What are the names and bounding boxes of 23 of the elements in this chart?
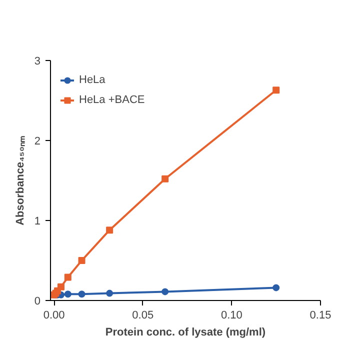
y-tick-label: 3 <box>34 56 41 68</box>
point <box>162 175 169 182</box>
legend-label: HeLa +BACE <box>79 94 145 106</box>
point <box>162 288 169 296</box>
point <box>57 283 64 290</box>
y-tick-label: 1 <box>34 216 41 228</box>
point <box>272 284 280 292</box>
y-axis-title: Absorbance₄₅₀ₙₘ <box>14 136 26 226</box>
x-axis-title: Protein conc. of lysate (mg/ml) <box>105 326 266 338</box>
point <box>106 226 114 234</box>
y-tick-label: 2 <box>34 136 41 148</box>
x-tick-label: 0.00 <box>43 310 65 322</box>
point <box>78 257 86 264</box>
x-tick-label: 0.05 <box>132 310 154 322</box>
y-tick-label: 0 <box>34 296 41 308</box>
x-tick-label: 0.10 <box>220 310 242 322</box>
point <box>64 274 72 281</box>
point <box>78 290 86 298</box>
x-tick-label: 0.15 <box>310 310 332 322</box>
point <box>106 290 114 297</box>
point <box>64 290 72 298</box>
legend-label: HeLa <box>79 74 106 86</box>
point <box>272 86 280 94</box>
